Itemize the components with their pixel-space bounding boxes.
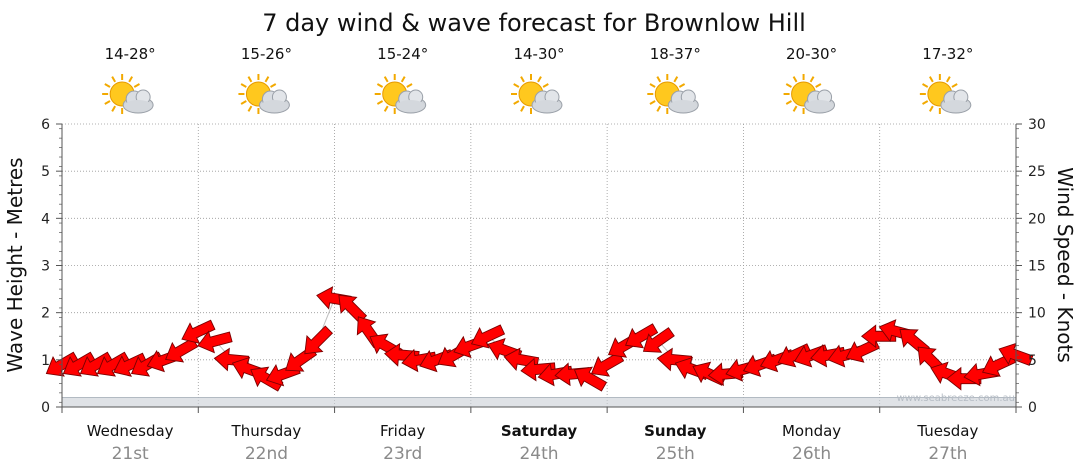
watermark: www.seabreeze.com.au xyxy=(897,393,1015,404)
day-date: 23rd xyxy=(383,444,422,464)
daily-temperatures: 14-28° 15-26° 15-24° 14-30° 18-37° 20-30° 17-3… xyxy=(102,45,973,114)
partly-cloudy-icon xyxy=(374,74,427,114)
left-axis-title: Wave Height - Metres xyxy=(3,157,27,372)
partly-cloudy-icon xyxy=(919,74,972,114)
day-date: 21st xyxy=(112,444,149,464)
day-date: 26th xyxy=(792,444,831,464)
day-name: Monday xyxy=(782,422,841,440)
right-tick-label: 10 xyxy=(1028,306,1046,322)
left-tick-label: 2 xyxy=(41,306,50,322)
right-tick-label: 25 xyxy=(1028,164,1046,180)
left-tick-label: 3 xyxy=(41,259,50,275)
day-labels: Wednesday 21st Thursday 22nd Friday 23rd Satur… xyxy=(87,422,979,464)
chart-title: 7 day wind & wave forecast for Brownlow … xyxy=(262,9,806,37)
day-date: 27th xyxy=(928,444,967,464)
left-tick-label: 1 xyxy=(41,353,50,369)
left-tick-label: 5 xyxy=(41,164,50,180)
day-date: 22nd xyxy=(245,444,288,464)
axes: 0 1 2 3 4 5 6 0 5 10 15 20 25 30 xyxy=(41,117,1046,416)
left-tick-label: 0 xyxy=(41,400,50,416)
wind-arrow xyxy=(470,324,506,349)
temperature-range: 14-30° xyxy=(513,45,564,63)
temperature-range: 18-37° xyxy=(650,45,701,63)
partly-cloudy-icon xyxy=(238,74,290,114)
partly-cloudy-icon xyxy=(511,74,563,114)
wave-series xyxy=(61,397,1017,408)
right-tick-label: 30 xyxy=(1028,117,1046,133)
day-name: Thursday xyxy=(231,422,302,440)
day-name: Wednesday xyxy=(87,422,174,440)
left-tick-label: 4 xyxy=(41,211,50,227)
day-date: 25th xyxy=(656,444,695,464)
partly-cloudy-icon xyxy=(783,74,836,114)
left-tick-label: 6 xyxy=(41,117,50,133)
temperature-range: 14-28° xyxy=(105,45,156,63)
wind-series xyxy=(45,286,1034,392)
wind-arrow xyxy=(338,294,368,324)
temperature-range: 15-24° xyxy=(377,45,428,63)
temperature-range: 15-26° xyxy=(241,45,292,63)
right-axis-title: Wind Speed - Knots xyxy=(1053,167,1077,363)
wind-arrow xyxy=(520,357,556,382)
temperature-range: 20-30° xyxy=(786,45,837,63)
wind-arrow xyxy=(573,366,608,392)
partly-cloudy-icon xyxy=(647,74,699,114)
right-tick-label: 20 xyxy=(1028,211,1046,227)
wind-arrow xyxy=(304,325,334,355)
right-tick-label: 15 xyxy=(1028,259,1046,275)
day-date: 24th xyxy=(519,444,558,464)
wind-arrow xyxy=(624,323,659,349)
temperature-range: 17-32° xyxy=(922,45,973,63)
day-name: Tuesday xyxy=(916,422,978,440)
day-name: Sunday xyxy=(644,422,707,440)
day-name: Friday xyxy=(380,422,426,440)
day-name: Saturday xyxy=(501,422,578,440)
partly-cloudy-icon xyxy=(102,74,154,114)
wind-arrow xyxy=(642,327,675,353)
wave-height-area xyxy=(61,397,1017,408)
wind-arrow xyxy=(181,319,216,344)
right-tick-label: 5 xyxy=(1028,353,1037,369)
right-tick-label: 0 xyxy=(1028,400,1037,416)
wind-arrow xyxy=(197,330,233,354)
